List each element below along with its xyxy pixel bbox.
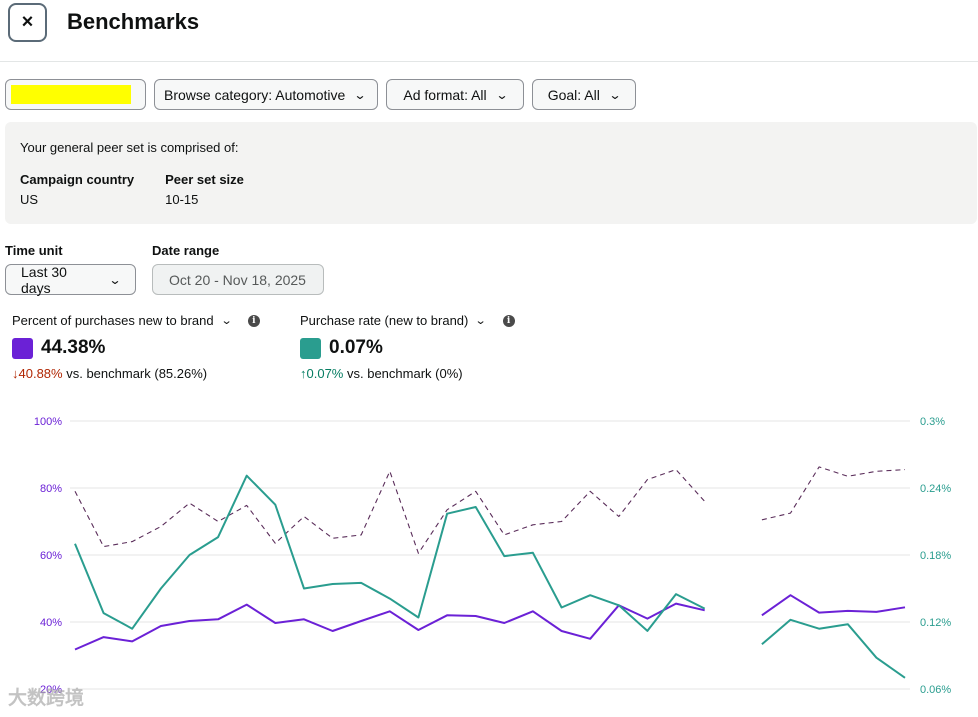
metric-benchmark: vs. benchmark (85.26%)	[66, 366, 208, 381]
y-tick-label-left: 40%	[40, 617, 62, 629]
metric-label: Purchase rate (new to brand)	[300, 313, 469, 328]
header: × Benchmarks	[0, 0, 978, 62]
y-tick-label-left: 80%	[40, 483, 62, 495]
chevron-down-icon: ⌄	[108, 272, 122, 287]
goal-dropdown[interactable]: Goal: All ⌄	[531, 79, 636, 110]
chevron-down-icon: ⌄	[608, 87, 622, 102]
y-tick-label-left: 20%	[40, 684, 62, 696]
series-line	[761, 466, 906, 521]
watermark-logo: 大数跨境	[8, 683, 84, 710]
info-icon[interactable]: i	[247, 314, 260, 327]
y-tick-label-right: 0.18%	[920, 550, 951, 562]
series-line	[761, 594, 906, 617]
date-range-field[interactable]: Oct 20 - Nov 18, 2025	[152, 264, 324, 295]
date-range-label: Date range	[152, 243, 220, 258]
campaign-country-label: Campaign country	[20, 172, 135, 187]
redacted-filter[interactable]	[5, 79, 146, 110]
close-icon: ×	[21, 11, 34, 33]
info-icon[interactable]: i	[502, 314, 515, 327]
metric-value: 44.38%	[41, 337, 106, 358]
metric-value: 0.07%	[329, 337, 383, 358]
y-tick-label-right: 0.12%	[920, 617, 951, 629]
chevron-down-icon: ⌄	[495, 87, 509, 102]
page-title: Benchmarks	[67, 9, 200, 34]
time-unit-value: Last 30 days	[21, 263, 67, 296]
campaign-country: Campaign country US	[20, 172, 134, 207]
metric-change: 40.88%	[18, 366, 63, 381]
line-chart: 100% 0.3% 80% 0.24% 60% 0.18% 40% 0.12% 20% 0.06%	[34, 416, 952, 696]
metric-benchmark: vs. benchmark (0%)	[347, 366, 463, 381]
filter-bar: Browse category: Automotive ⌄ Ad format:…	[5, 79, 636, 111]
time-unit-label: Time unit	[5, 243, 63, 258]
campaign-country-value: US	[20, 192, 39, 207]
redaction-highlight	[11, 85, 131, 104]
y-tick-label-right: 0.06%	[920, 684, 951, 696]
arrow-down-icon: ↓	[12, 366, 19, 381]
y-tick-label-left: 100%	[34, 416, 62, 428]
peer-set-intro: Your general peer set is comprised of:	[20, 140, 239, 155]
series-line	[761, 618, 906, 679]
metric-new-to-brand: Percent of purchases new to brand ⌄ i 44…	[12, 313, 260, 381]
browse-category-dropdown[interactable]: Browse category: Automotive ⌄	[154, 79, 379, 110]
series-line	[74, 602, 705, 651]
series-line	[74, 469, 706, 554]
chevron-down-icon[interactable]: ⌄	[220, 315, 233, 327]
metric-label: Percent of purchases new to brand	[12, 313, 214, 328]
peer-set-size: Peer set size 10-15	[165, 172, 244, 207]
series-line	[74, 474, 706, 632]
metric-change: 0.07%	[306, 366, 344, 381]
time-unit-dropdown[interactable]: Last 30 days ⌄	[5, 263, 136, 296]
ad-format-dropdown[interactable]: Ad format: All ⌄	[386, 79, 524, 110]
arrow-up-icon: ↑	[300, 366, 307, 381]
peer-set-size-label: Peer set size	[165, 172, 244, 187]
metric-purchase-rate: Purchase rate (new to brand) ⌄ i 0.07% ↑…	[300, 313, 515, 381]
chevron-down-icon: ⌄	[353, 87, 367, 102]
goal-label: Goal: All	[547, 86, 600, 103]
date-range-value: Oct 20 - Nov 18, 2025	[169, 271, 306, 288]
peer-set-size-value: 10-15	[165, 192, 199, 207]
chevron-down-icon[interactable]: ⌄	[474, 315, 487, 327]
close-button[interactable]: ×	[8, 3, 47, 42]
y-tick-label-left: 60%	[40, 550, 62, 562]
series-color-swatch	[300, 337, 321, 359]
y-tick-label-right: 0.24%	[920, 483, 951, 495]
date-range-control: Date range Oct 20 - Nov 18, 2025	[152, 243, 324, 295]
series-color-swatch	[12, 337, 33, 359]
y-tick-label-right: 0.3%	[920, 416, 945, 428]
ad-format-label: Ad format: All	[403, 86, 487, 103]
watermark-text: 大数跨境	[8, 688, 85, 709]
browse-category-label: Browse category: Automotive	[164, 86, 346, 103]
peer-set-panel: Your general peer set is comprised of: C…	[5, 122, 977, 224]
time-unit-control: Time unit Last 30 days ⌄	[5, 243, 136, 296]
